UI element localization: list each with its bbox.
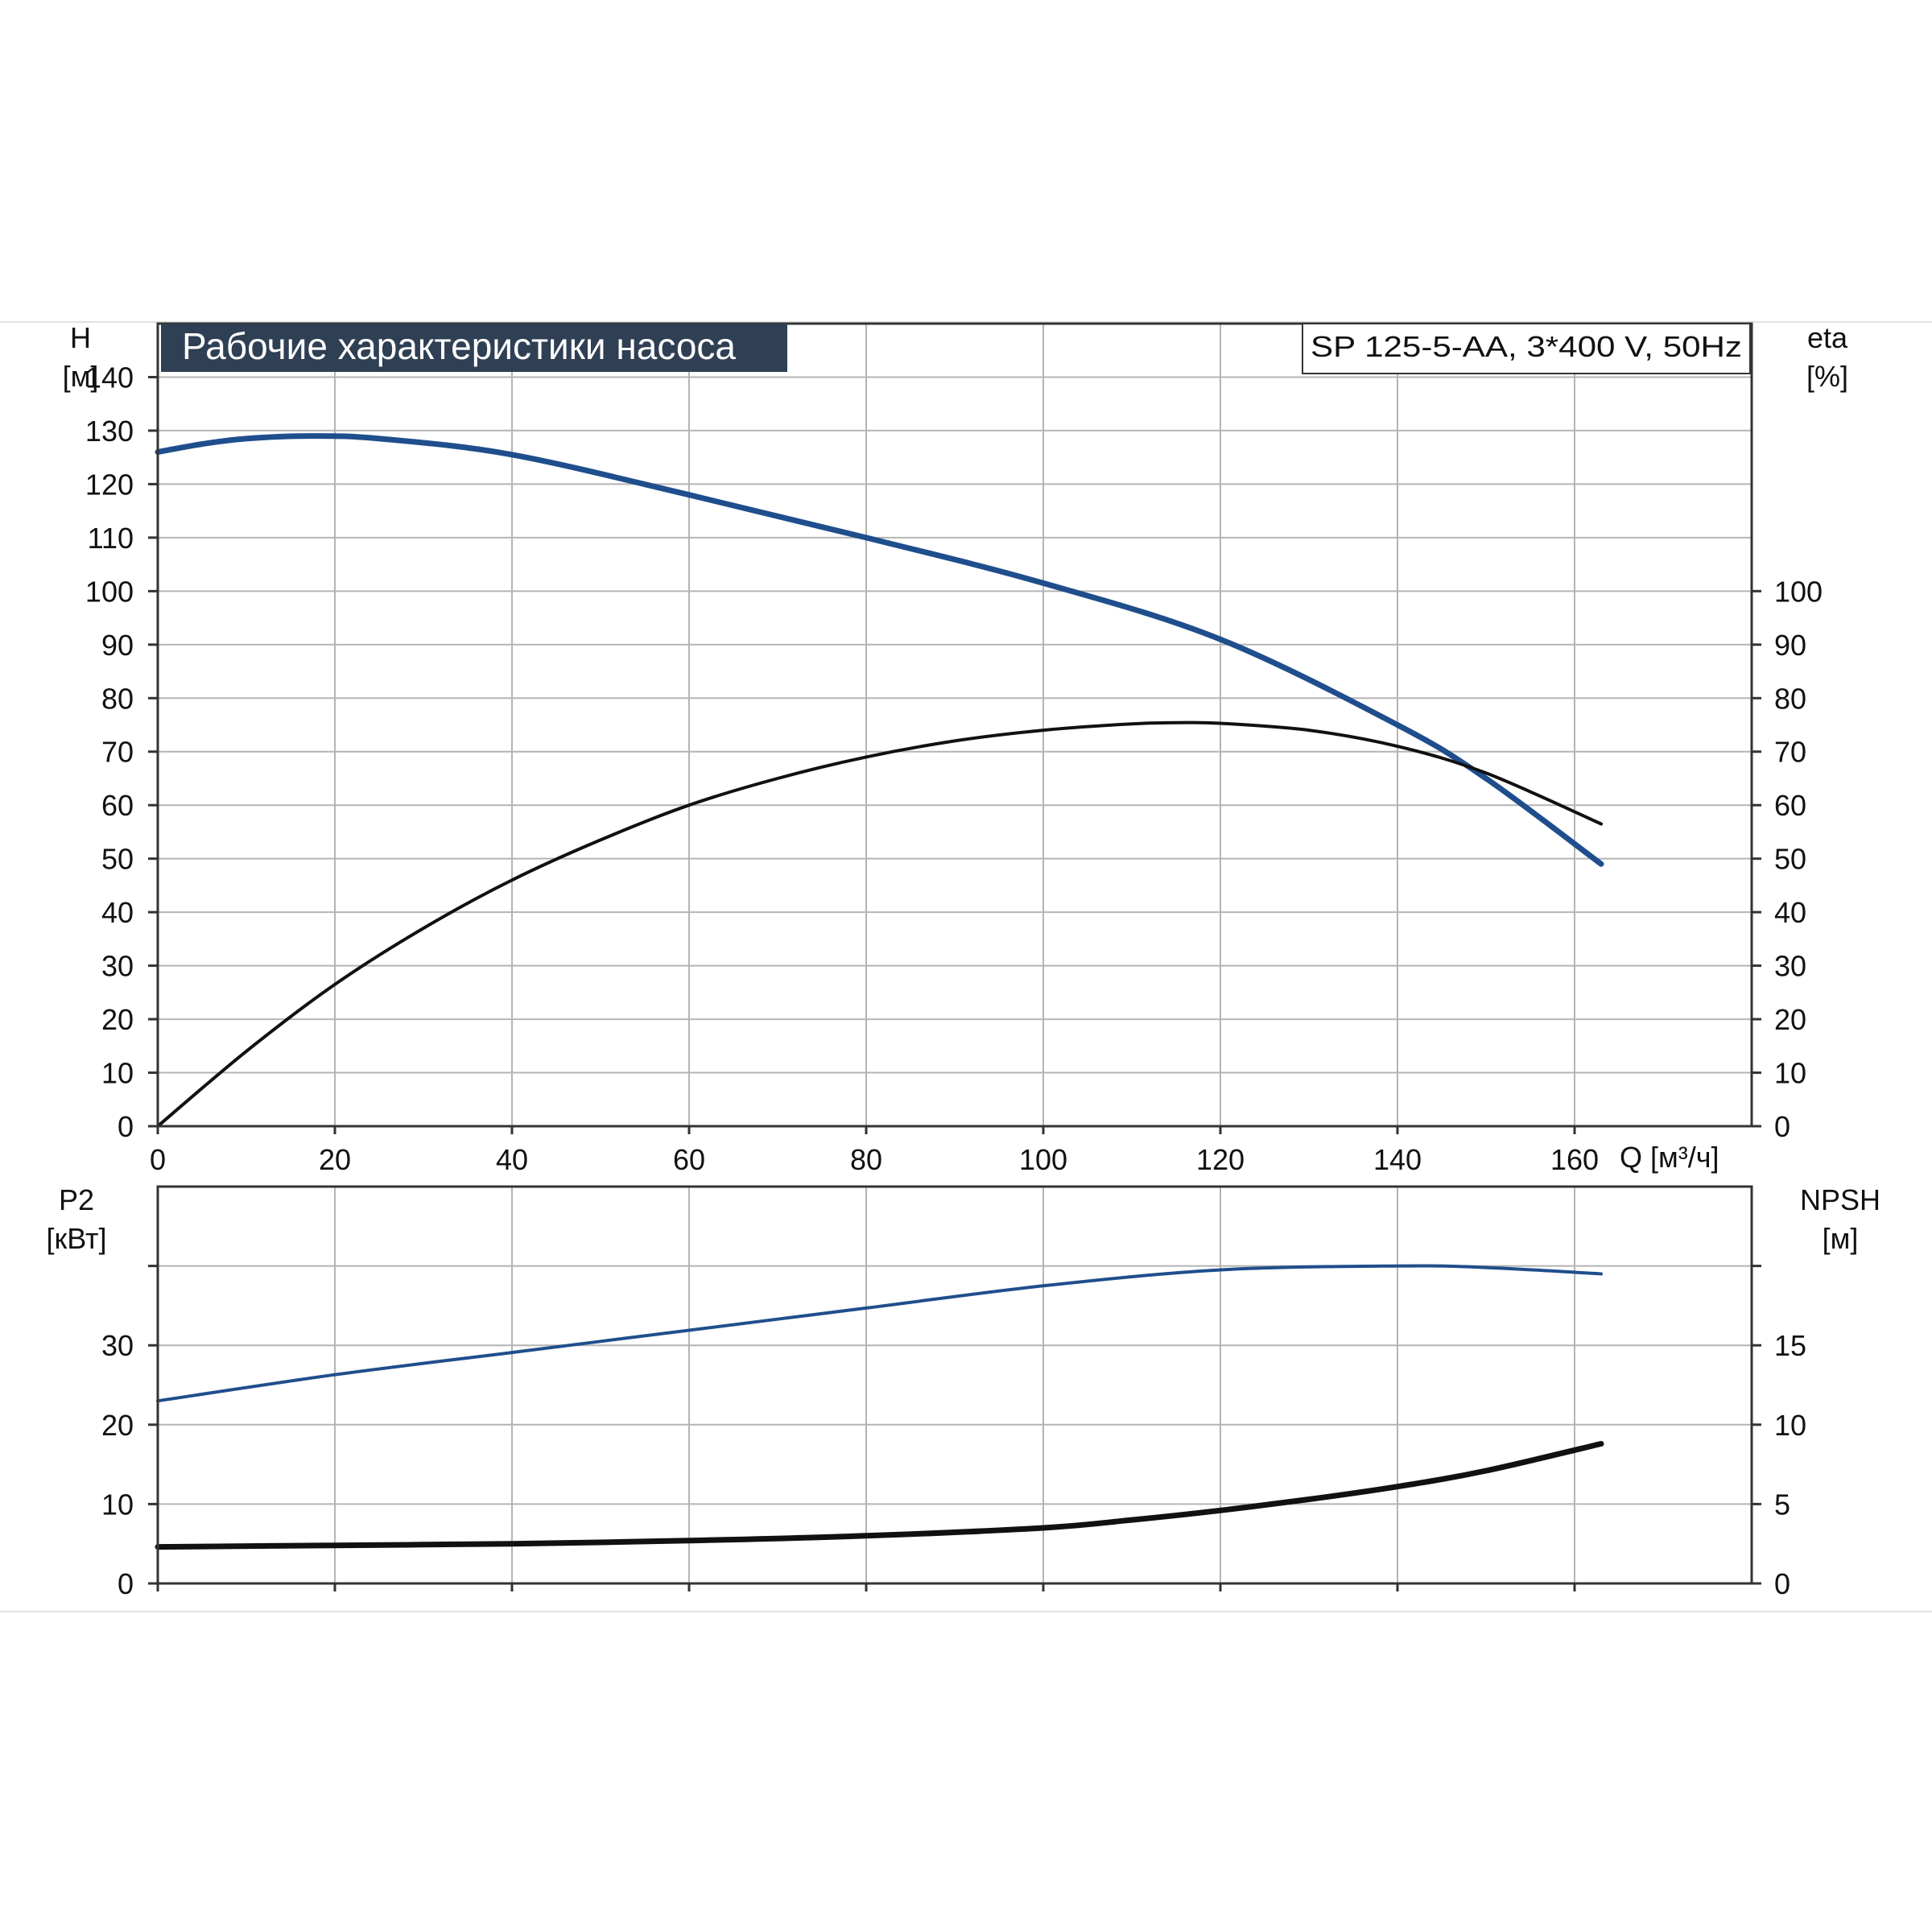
bottom-series-group [155,1264,1604,1550]
x-tick-label: 100 [1019,1143,1067,1176]
x-tick-label: 20 [319,1143,351,1176]
y-right-tick-label: 100 [1774,575,1823,608]
top-ticks [148,375,1761,1134]
top-panel: 0 10 20 30 40 50 60 70 80 90 100 110 120 130 140 0 10 20 3… [63,321,1848,1176]
y-left-tick-label: 10 [101,1488,134,1521]
x-tick-label: 60 [673,1143,705,1176]
x-tick-label: 160 [1550,1143,1599,1176]
y-left-tick-label: 130 [85,415,134,448]
y-left-tick-label: 10 [101,1057,134,1090]
bottom-gridlines [158,1187,1752,1583]
y-axis-right-title: eta [1807,321,1848,354]
series-line-eta [156,720,1603,1128]
top-series-group [155,433,1604,1128]
y-left-tick-label: 100 [85,575,134,608]
y-left-tick-label: 120 [85,468,134,501]
y-right-tick-label: 15 [1774,1329,1806,1362]
y-left-tick-label: 0 [118,1567,134,1600]
series-line-npsh [155,1441,1604,1550]
y-right-tick-label: 80 [1774,682,1806,715]
top-plot-frame [156,322,1753,1128]
bottom-plot-frame [156,1185,1753,1585]
y-left-tick-label: 70 [101,736,134,769]
y-left-tick-label: 80 [101,682,134,715]
y-right-tick-label: 0 [1774,1567,1790,1600]
y-left-tick-label: 20 [101,1003,134,1036]
x-tick-label: 40 [496,1143,528,1176]
chart-title: Рабочие характеристики насоса [182,325,736,367]
chart-title-box [161,324,787,372]
y-left-tick-label: 140 [85,361,134,394]
bottom-panel: 0 10 20 30 0 5 10 15 P2 [кВт] NPSH [м] [46,1183,1880,1600]
y-right-tick-label: 40 [1774,896,1806,929]
series-line-h [155,433,1604,867]
y-right-tick-label: 60 [1774,789,1806,822]
x-tick-label: 0 [150,1143,166,1176]
y-right-tick-label: 10 [1774,1057,1806,1090]
top-tick-labels: 0 10 20 30 40 50 60 70 80 90 100 110 120 130 140 0 10 20 3… [85,361,1823,1176]
p2-axis-title: P2 [59,1183,94,1216]
y-right-tick-label: 20 [1774,1003,1806,1036]
y-right-tick-label: 70 [1774,736,1806,769]
top-gridlines [158,324,1752,1126]
pump-model-label: SP 125-5-AA, 3*400 V, 50Hz [1311,330,1742,363]
x-axis-title: Q [м³/ч] [1620,1141,1719,1174]
y-left-tick-label: 90 [101,629,134,662]
y-right-tick-label: 0 [1774,1110,1790,1143]
bottom-tick-labels: 0 10 20 30 0 5 10 15 [101,1329,1806,1600]
y-axis-left-title: H [70,321,91,354]
npsh-axis-title: NPSH [1800,1183,1880,1216]
y-left-tick-label: 30 [101,1329,134,1362]
y-left-tick-label: 110 [88,522,134,555]
y-left-tick-label: 40 [101,896,134,929]
bottom-ticks [148,1265,1761,1591]
x-tick-label: 80 [850,1143,882,1176]
y-right-tick-label: 90 [1774,629,1806,662]
y-right-tick-label: 5 [1774,1488,1790,1521]
y-left-tick-label: 50 [101,843,134,876]
y-left-tick-label: 20 [101,1409,134,1442]
y-left-tick-label: 30 [101,950,134,983]
x-tick-label: 120 [1196,1143,1245,1176]
npsh-axis-unit: [м] [1823,1222,1859,1255]
y-left-tick-label: 0 [118,1110,134,1143]
model-box [1302,323,1751,374]
y-axis-left-unit: [м] [63,360,99,393]
y-axis-right-unit: [%] [1806,360,1848,393]
y-right-tick-label: 50 [1774,843,1806,876]
y-left-tick-label: 60 [101,789,134,822]
x-tick-label: 140 [1373,1143,1422,1176]
y-right-tick-label: 30 [1774,950,1806,983]
series-line-p2 [156,1264,1603,1403]
y-right-tick-label: 10 [1774,1409,1806,1442]
p2-axis-unit: [кВт] [46,1222,106,1255]
